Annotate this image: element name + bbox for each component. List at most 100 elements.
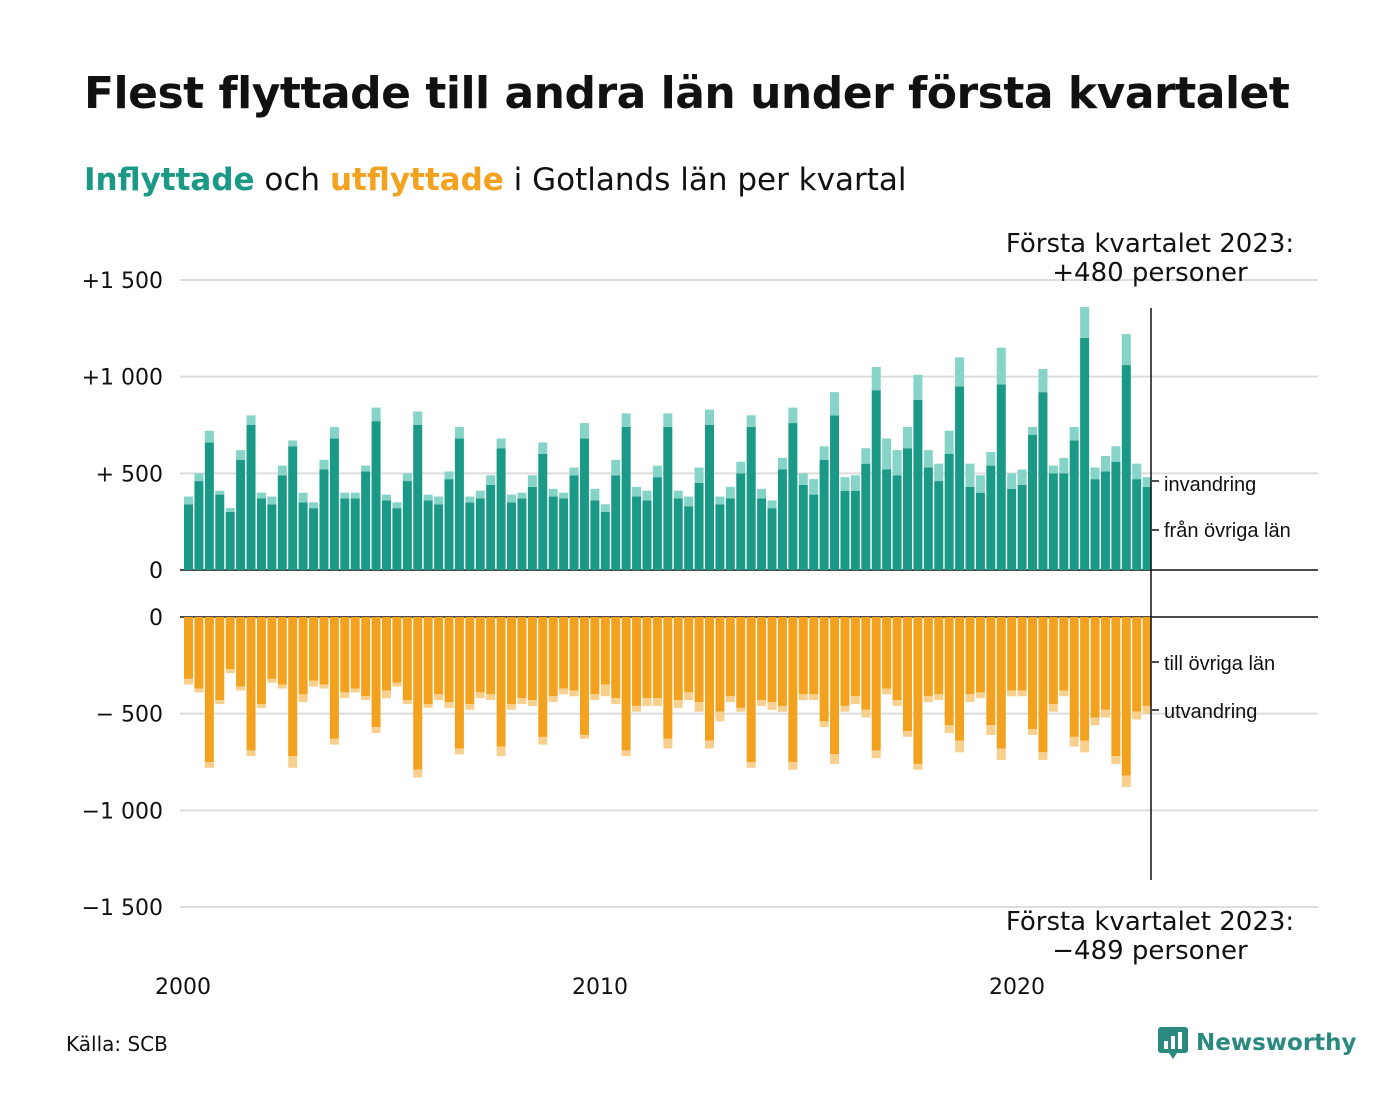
bar-in-extra: [350, 492, 360, 499]
bar-out-main: [1142, 617, 1152, 706]
bar-in-main: [590, 500, 600, 570]
newsworthy-logo[interactable]: Newsworthy: [1158, 1027, 1357, 1059]
series-legend-label: invandring: [1164, 474, 1256, 496]
bar-out-extra: [882, 688, 892, 695]
bar-out-extra: [892, 700, 902, 706]
bar-out-main: [1038, 617, 1048, 753]
bar-in-extra: [923, 450, 933, 468]
bar-in-extra: [725, 486, 735, 499]
y-tick-label-top: +1 500: [82, 269, 163, 294]
bar-out-main: [1059, 617, 1069, 691]
bar-in-extra: [663, 413, 673, 427]
bar-out-extra: [850, 696, 860, 704]
brand-name: Newsworthy: [1196, 1030, 1357, 1056]
bar-in-main: [267, 504, 277, 570]
bar-out-extra: [944, 725, 954, 733]
bar-in-main: [975, 492, 985, 570]
bar-out-main: [798, 617, 808, 695]
bar-out-extra: [934, 694, 944, 701]
bar-out-extra: [830, 754, 840, 764]
bar-out-extra: [590, 694, 600, 701]
bar-out-main: [944, 617, 954, 726]
bar-in-extra: [840, 477, 850, 491]
bar-in-main: [256, 498, 266, 570]
bar-in-extra: [1090, 467, 1100, 480]
bar-out-main: [507, 617, 517, 704]
subtitle-rest: i Gotlands län per kvartal: [513, 162, 907, 198]
bar-out-extra: [1069, 736, 1079, 747]
subtitle-and-word: och: [264, 162, 321, 198]
top-bars: [184, 307, 1152, 570]
bar-out-main: [454, 617, 464, 749]
bar-in-extra: [1142, 477, 1152, 487]
subtitle-out-word: utflyttade: [329, 162, 504, 198]
bar-out-extra: [402, 700, 412, 704]
bar-out-extra: [298, 694, 308, 703]
bar-out-main: [423, 617, 433, 704]
bar-out-extra: [705, 740, 714, 749]
bar-in-main: [944, 454, 954, 570]
bar-out-extra: [371, 727, 381, 733]
bar-in-main: [777, 469, 787, 570]
bar-in-main: [725, 498, 735, 570]
bar-out-extra: [986, 725, 996, 735]
bar-in-main: [621, 426, 631, 570]
bar-in-main: [694, 483, 704, 570]
bar-out-main: [777, 617, 787, 706]
bar-in-extra: [590, 488, 600, 501]
bar-in-main: [1121, 365, 1131, 570]
bar-out-extra: [1048, 704, 1058, 712]
bar-out-extra: [684, 692, 694, 701]
bar-out-extra: [527, 700, 537, 706]
bar-out-main: [861, 617, 871, 710]
bar-in-main: [184, 504, 193, 570]
bar-in-extra: [423, 494, 433, 501]
bar-in-main: [309, 508, 319, 570]
bar-in-extra: [246, 415, 256, 425]
bar-in-extra: [1100, 455, 1110, 472]
bar-out-main: [277, 617, 287, 685]
bar-out-main: [663, 617, 673, 739]
bar-out-main: [288, 617, 298, 757]
bar-out-extra: [277, 684, 287, 689]
bar-out-extra: [632, 705, 642, 712]
bar-out-extra: [1017, 690, 1027, 697]
bar-in-extra: [902, 426, 912, 449]
bar-out-extra: [923, 696, 933, 703]
bar-in-extra: [996, 347, 1006, 385]
bar-out-extra: [413, 769, 423, 778]
bar-out-extra: [507, 704, 517, 710]
bar-out-extra: [746, 762, 756, 768]
newsworthy-icon: [1158, 1027, 1188, 1059]
bar-in-extra: [1028, 426, 1038, 435]
bar-out-main: [444, 617, 454, 703]
bar-out-extra: [538, 736, 548, 745]
bar-out-main: [975, 617, 985, 693]
bar-out-main: [486, 617, 496, 695]
bar-out-extra: [1080, 740, 1090, 753]
bar-in-extra: [673, 490, 683, 499]
bar-in-extra: [579, 423, 589, 439]
annotation-top-line2: +480 personer: [1052, 258, 1248, 288]
bar-in-extra: [715, 496, 725, 505]
bar-out-extra: [902, 731, 912, 737]
bar-out-main: [361, 617, 371, 697]
bar-in-extra: [371, 407, 381, 422]
bar-out-main: [694, 617, 704, 703]
y-tick-label-top: 0: [149, 559, 163, 584]
bar-in-extra: [1038, 368, 1048, 393]
bar-out-main: [715, 617, 725, 712]
bar-in-main: [705, 425, 714, 570]
bar-out-extra: [1090, 717, 1100, 726]
bar-out-extra: [569, 690, 579, 697]
bar-out-extra: [350, 688, 360, 693]
bar-out-main: [340, 617, 350, 693]
bar-out-extra: [1100, 709, 1110, 718]
bar-in-extra: [944, 430, 954, 454]
bar-out-main: [642, 617, 652, 699]
bar-out-extra: [184, 678, 193, 685]
bar-out-extra: [767, 702, 777, 710]
bar-out-extra: [465, 704, 475, 710]
bar-in-extra: [788, 407, 798, 424]
bar-out-main: [725, 617, 735, 697]
